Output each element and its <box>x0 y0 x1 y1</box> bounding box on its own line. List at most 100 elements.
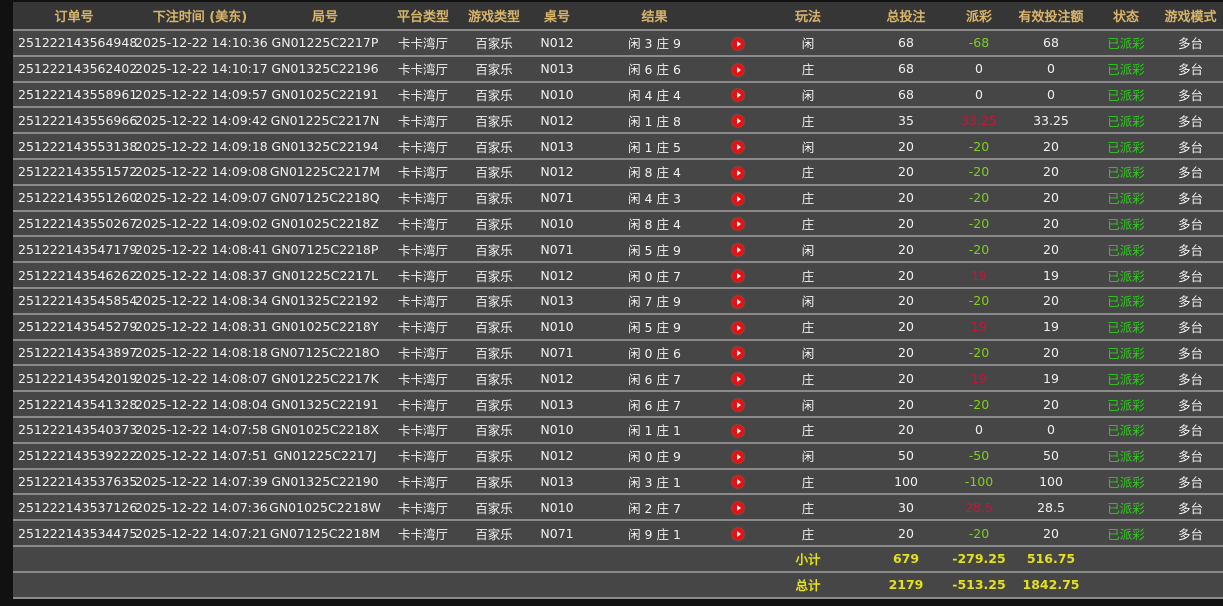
result-cell: 闲 0 庄 6 <box>587 339 722 367</box>
payout-cell: 0 <box>950 55 1008 83</box>
table-row: 251222143534475 2025-12-22 14:07:21 GN0712… <box>13 520 1223 547</box>
valid-bet-cell: 20 <box>1008 133 1094 160</box>
bet-type-cell: 庄 <box>754 184 862 212</box>
status-cell: 已派彩 <box>1094 416 1158 444</box>
order-id-cell[interactable]: 251222143551572 <box>13 158 137 186</box>
play-icon[interactable] <box>732 244 744 257</box>
header-result: 结果 <box>587 2 722 31</box>
status-cell: 已派彩 <box>1094 30 1158 57</box>
play-icon[interactable] <box>732 399 744 412</box>
game-type-cell: 百家乐 <box>461 158 527 186</box>
game-mode-cell: 多台 <box>1158 158 1223 186</box>
play-icon[interactable] <box>732 37 744 50</box>
order-id-cell[interactable]: 251222143543897 <box>13 339 137 367</box>
payout-cell: 28.5 <box>950 494 1008 522</box>
play-icon[interactable] <box>732 141 744 154</box>
table-no-cell: N010 <box>527 313 587 341</box>
total-bet-cell: 20 <box>862 236 950 264</box>
subtotal-row: 小计 679 -279.25 516.75 <box>13 545 1223 573</box>
order-id-cell[interactable]: 251222143556966 <box>13 107 137 135</box>
table-no-cell: N071 <box>527 339 587 367</box>
table-row: 251222143546262 2025-12-22 14:08:37 GN0122… <box>13 262 1223 289</box>
payout-cell: 19 <box>950 262 1008 289</box>
payout-cell: -50 <box>950 442 1008 470</box>
bet-type-cell: 闲 <box>754 236 862 264</box>
status-cell: 已派彩 <box>1094 339 1158 367</box>
play-icon[interactable] <box>732 192 744 205</box>
status-cell: 已派彩 <box>1094 520 1158 547</box>
play-icon[interactable] <box>732 115 744 128</box>
valid-bet-cell: 100 <box>1008 468 1094 496</box>
result-cell: 闲 6 庄 6 <box>587 55 722 83</box>
play-icon[interactable] <box>732 321 744 334</box>
replay-cell <box>722 313 754 341</box>
play-icon[interactable] <box>732 476 744 489</box>
total-row: 总计 2179 -513.25 1842.75 <box>13 571 1223 599</box>
table-row: 251222143547179 2025-12-22 14:08:41 GN0712… <box>13 236 1223 264</box>
play-icon[interactable] <box>732 502 744 515</box>
header-order-id: 订单号 <box>13 2 135 31</box>
game-mode-cell: 多台 <box>1158 416 1223 444</box>
total-bet-cell: 20 <box>862 391 950 418</box>
order-id-cell[interactable]: 251222143545279 <box>13 313 137 341</box>
play-icon[interactable] <box>732 63 744 76</box>
table-row: 251222143556966 2025-12-22 14:09:42 GN0122… <box>13 107 1223 135</box>
order-id-cell[interactable]: 251222143537126 <box>13 494 137 522</box>
header-table-no: 桌号 <box>527 2 587 31</box>
order-id-cell[interactable]: 251222143558961 <box>13 81 137 109</box>
play-icon[interactable] <box>732 528 744 541</box>
play-icon[interactable] <box>732 347 744 360</box>
order-id-cell[interactable]: 251222143545854 <box>13 287 137 315</box>
game-type-cell: 百家乐 <box>461 416 527 444</box>
order-id-cell[interactable]: 251222143541328 <box>13 391 137 418</box>
play-icon[interactable] <box>732 218 744 231</box>
order-id-cell[interactable]: 251222143550267 <box>13 210 137 238</box>
table-no-cell: N012 <box>527 158 587 186</box>
status-cell: 已派彩 <box>1094 210 1158 238</box>
game-round-cell: GN07125C2218O <box>265 339 385 367</box>
table-row: 251222143541328 2025-12-22 14:08:04 GN0132… <box>13 391 1223 418</box>
play-icon[interactable] <box>732 450 744 463</box>
order-id-cell[interactable]: 251222143551260 <box>13 184 137 212</box>
platform-type-cell: 卡卡湾厅 <box>385 391 461 418</box>
total-bet-cell: 20 <box>862 416 950 444</box>
order-id-cell[interactable]: 251222143534475 <box>13 520 137 547</box>
platform-type-cell: 卡卡湾厅 <box>385 313 461 341</box>
bet-time-cell: 2025-12-22 14:09:57 <box>135 81 268 109</box>
payout-cell: -100 <box>950 468 1008 496</box>
play-icon[interactable] <box>732 270 744 283</box>
total-bet-cell: 20 <box>862 133 950 160</box>
order-id-cell[interactable]: 251222143547179 <box>13 236 137 264</box>
play-icon[interactable] <box>732 295 744 308</box>
play-icon[interactable] <box>732 89 744 102</box>
order-id-cell[interactable]: 251222143539222 <box>13 442 137 470</box>
game-type-cell: 百家乐 <box>461 365 527 393</box>
play-icon[interactable] <box>732 373 744 386</box>
play-icon[interactable] <box>732 166 744 179</box>
order-id-cell[interactable]: 251222143542019 <box>13 365 137 393</box>
valid-bet-cell: 0 <box>1008 416 1094 444</box>
status-cell: 已派彩 <box>1094 55 1158 83</box>
total-bet-cell: 20 <box>862 158 950 186</box>
result-cell: 闲 3 庄 9 <box>587 30 722 57</box>
order-id-cell[interactable]: 251222143546262 <box>13 262 137 289</box>
game-round-cell: GN01225C2217K <box>265 365 385 393</box>
table-no-cell: N012 <box>527 107 587 135</box>
order-id-cell[interactable]: 251222143540373 <box>13 416 137 444</box>
bet-time-cell: 2025-12-22 14:09:42 <box>135 107 268 135</box>
play-icon[interactable] <box>732 424 744 437</box>
order-id-cell[interactable]: 251222143553138 <box>13 133 137 160</box>
table-row: 251222143540373 2025-12-22 14:07:58 GN0102… <box>13 416 1223 444</box>
game-type-cell: 百家乐 <box>461 210 527 238</box>
result-cell: 闲 1 庄 1 <box>587 416 722 444</box>
order-id-cell[interactable]: 251222143537635 <box>13 468 137 496</box>
valid-bet-cell: 20 <box>1008 287 1094 315</box>
order-id-cell[interactable]: 251222143562402 <box>13 55 137 83</box>
result-cell: 闲 2 庄 7 <box>587 494 722 522</box>
order-id-cell[interactable]: 251222143564948 <box>13 30 137 57</box>
game-round-cell: GN01025C2218Y <box>265 313 385 341</box>
total-bet-cell: 68 <box>862 55 950 83</box>
total-label: 总计 <box>754 571 862 599</box>
bet-type-cell: 庄 <box>754 313 862 341</box>
platform-type-cell: 卡卡湾厅 <box>385 184 461 212</box>
